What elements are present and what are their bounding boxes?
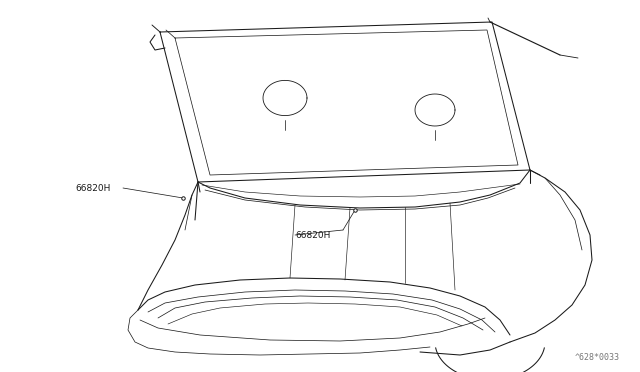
Text: 66820H: 66820H: [75, 183, 110, 192]
Text: 66820H: 66820H: [295, 231, 330, 240]
Text: ^628*0033: ^628*0033: [575, 353, 620, 362]
